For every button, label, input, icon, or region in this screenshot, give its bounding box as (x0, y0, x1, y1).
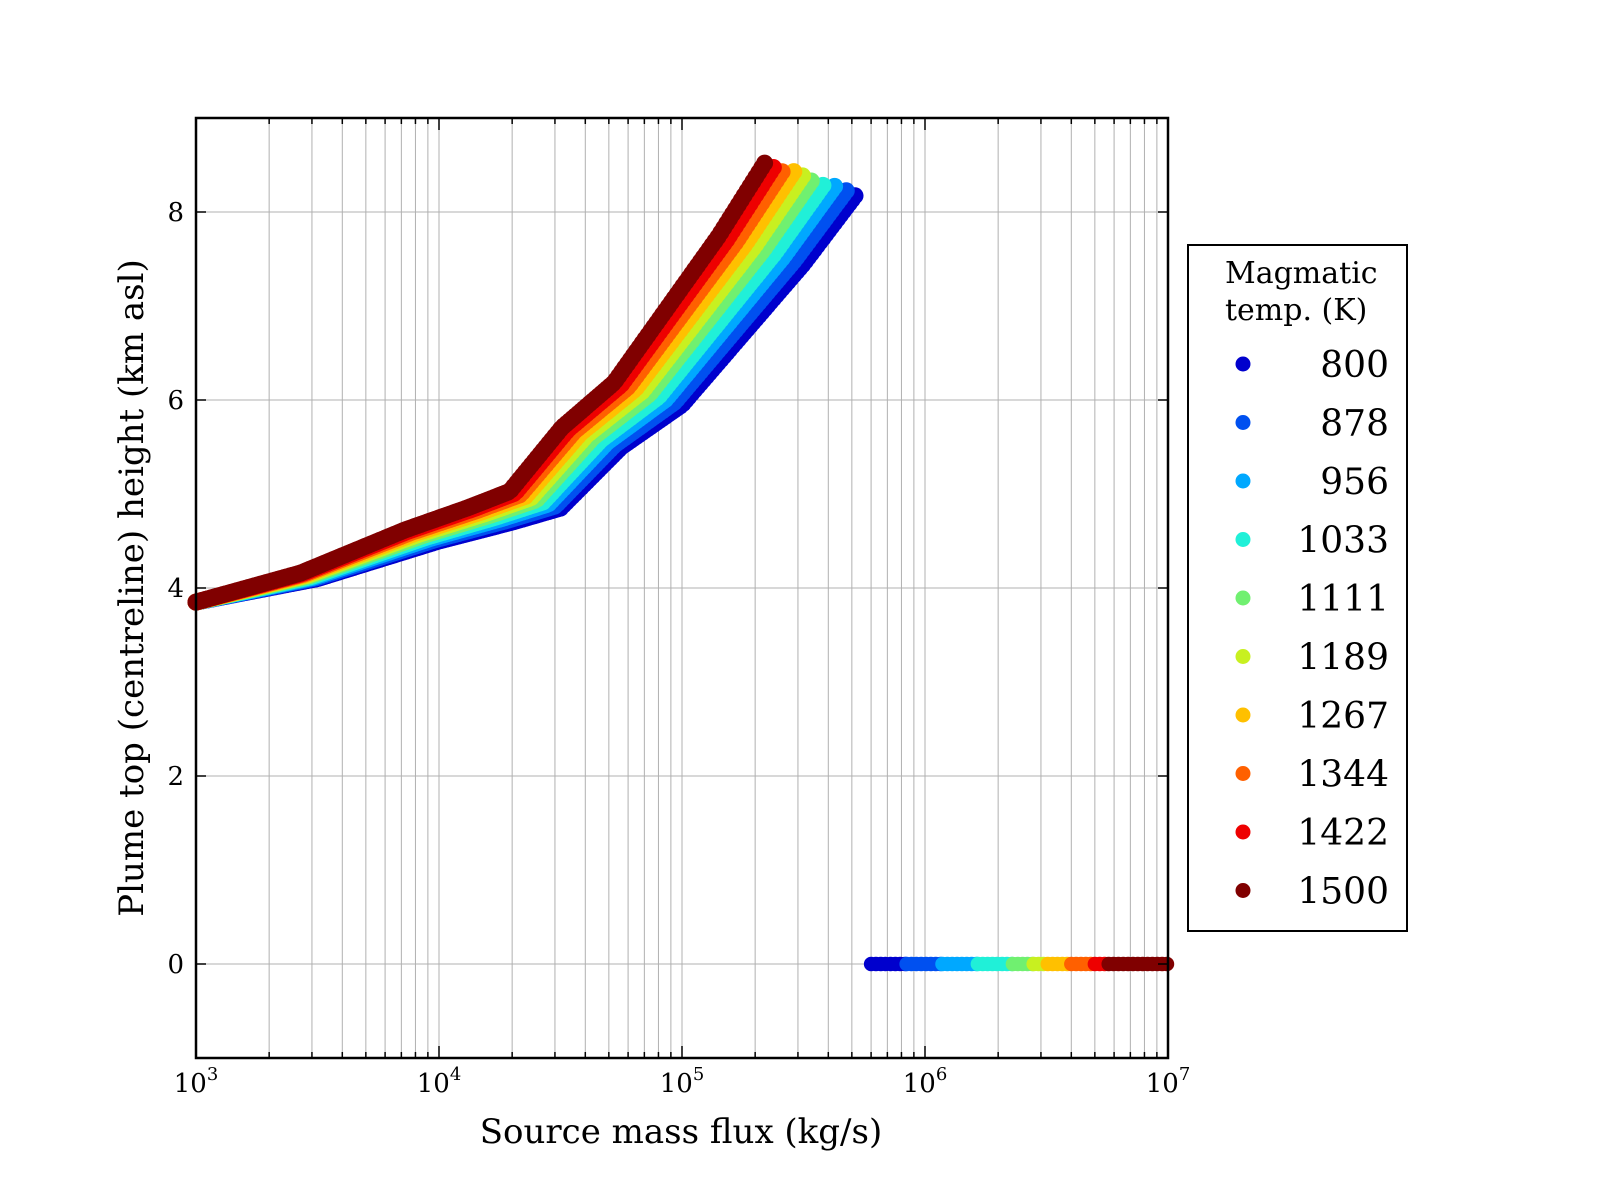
y-tick-label: 4 (167, 574, 184, 604)
legend-marker-1189 (1235, 649, 1251, 664)
y-tick-label: 2 (167, 762, 184, 792)
legend-marker-1344 (1235, 766, 1251, 781)
legend-title-line-1: Magmatic (1225, 256, 1378, 291)
x-tick-label: 103 (174, 1064, 219, 1099)
legend-label-1422: 1422 (1297, 813, 1389, 854)
legend-marker-1267 (1235, 707, 1251, 723)
y-axis-title: Plume top (centreline) height (km asl) (112, 259, 152, 917)
legend-label-1267: 1267 (1297, 696, 1389, 737)
legend-items: 800 878 956 1033 1111 1189 1267 1344 1422 1500 (1235, 345, 1389, 913)
legend-label-1111: 1111 (1297, 579, 1389, 620)
legend-marker-800 (1235, 356, 1251, 372)
legend-label-956: 956 (1320, 462, 1389, 503)
legend-label-1344: 1344 (1297, 755, 1389, 796)
legend-label-878: 878 (1320, 404, 1389, 445)
data-point (756, 154, 774, 172)
y-tick-label: 6 (167, 386, 184, 416)
legend-marker-1111 (1235, 590, 1251, 606)
legend-marker-878 (1235, 415, 1251, 430)
legend-marker-1033 (1235, 532, 1251, 547)
legend: Magmatic temp. (K) 800 878 956 1033 1111 1189… (1187, 244, 1408, 932)
legend-label-800: 800 (1320, 345, 1389, 386)
tick-labels: 103 104 105 106 107 0 2 4 6 8 (167, 198, 1190, 1099)
x-tick-label: 105 (660, 1064, 705, 1099)
series-1500 (187, 154, 1175, 972)
x-tick-label: 104 (417, 1064, 462, 1099)
legend-marker-1500 (1235, 883, 1251, 898)
x-tick-label: 107 (1146, 1064, 1191, 1099)
legend-marker-956 (1235, 473, 1251, 489)
plot-axes (194, 116, 1170, 1060)
data-points (187, 154, 1175, 972)
x-tick-label: 106 (903, 1064, 948, 1099)
x-axis-title: Source mass flux (kg/s) (480, 1112, 882, 1152)
legend-label-1189: 1189 (1297, 638, 1389, 679)
grid-lines (195, 118, 1168, 1058)
legend-box (1187, 244, 1408, 932)
legend-marker-1422 (1235, 824, 1251, 840)
legend-label-1033: 1033 (1297, 521, 1389, 562)
y-tick-label: 8 (167, 198, 184, 228)
legend-label-1500: 1500 (1297, 872, 1389, 913)
legend-title-line-2: temp. (K) (1225, 293, 1367, 328)
y-tick-label: 0 (167, 950, 184, 980)
